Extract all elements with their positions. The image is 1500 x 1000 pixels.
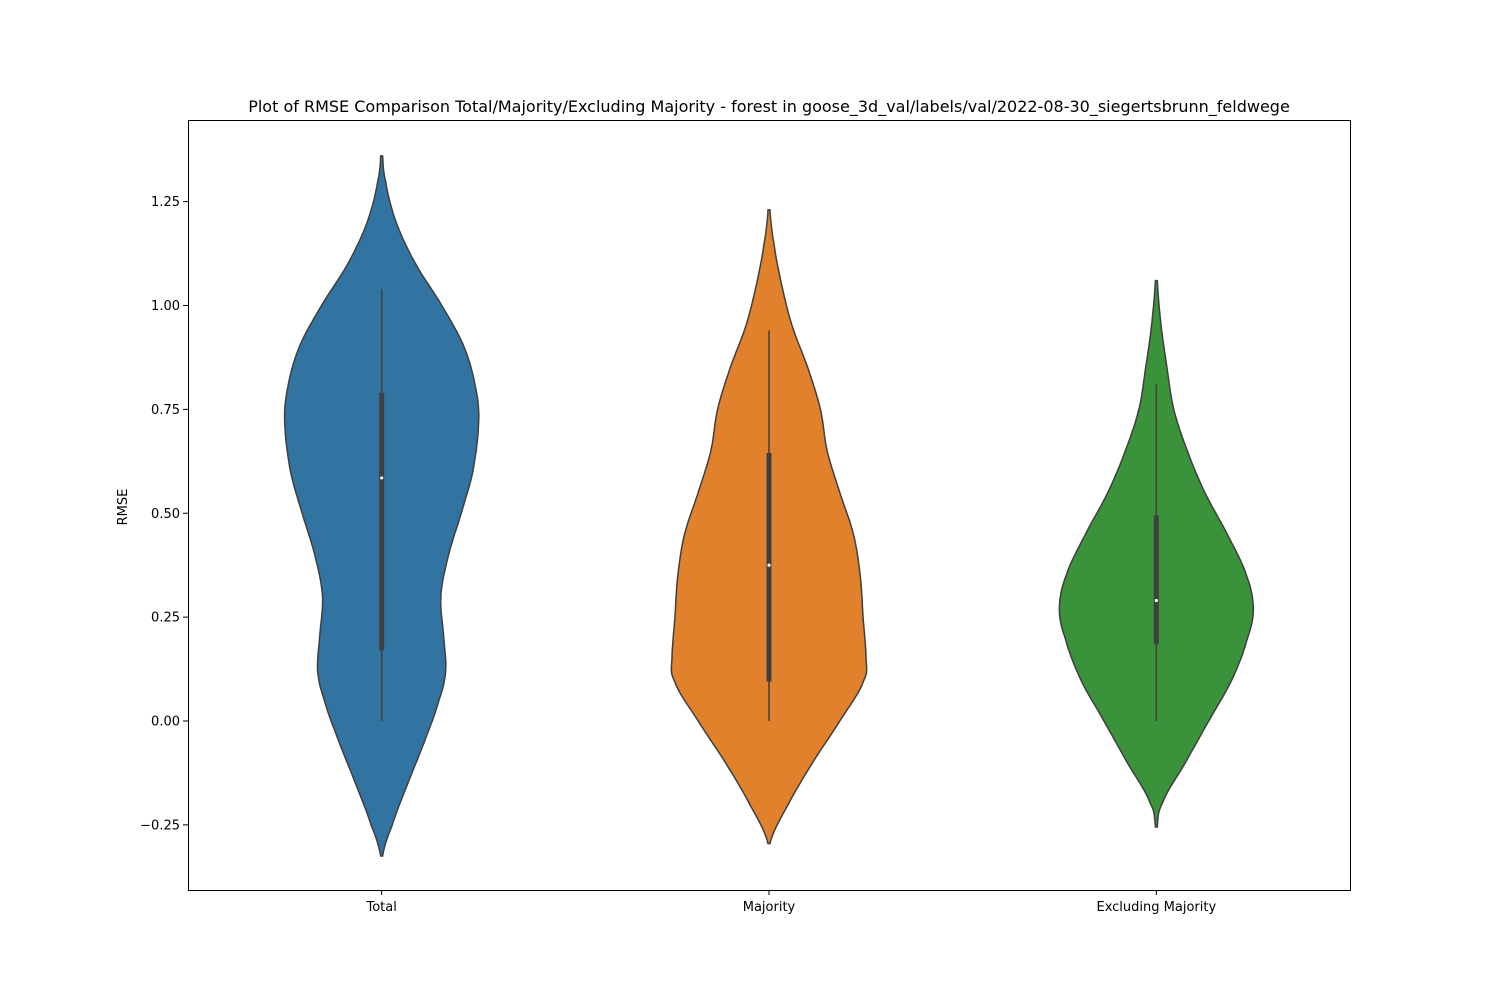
violin-iqr-box (1153, 515, 1159, 645)
violin-median-dot (1154, 598, 1158, 603)
y-tick-label: 1.25 (151, 195, 180, 210)
y-axis: −0.25 0.00 0.25 0.50 0.75 1.00 1.25 (140, 195, 188, 833)
y-axis-label: RMSE (116, 489, 131, 526)
x-tick-label: Total (365, 900, 396, 915)
x-axis: Total Majority Excluding Majority (365, 890, 1216, 915)
y-tick-label: 1.00 (151, 299, 180, 314)
violin-median-dot (380, 476, 384, 480)
plot-frame (188, 120, 1351, 891)
violin-iqr-box (379, 392, 385, 651)
x-tick-label: Excluding Majority (1096, 900, 1216, 915)
y-tick-label: 0.75 (151, 403, 180, 418)
y-tick-label: 0.50 (151, 507, 180, 522)
x-tick-label: Majority (743, 900, 796, 915)
y-tick-label: 0.00 (151, 715, 180, 730)
violin-median-dot (767, 563, 771, 567)
chart-title: Plot of RMSE Comparison Total/Majority/E… (248, 97, 1290, 117)
y-tick-label: 0.25 (151, 611, 180, 626)
violins-group (283, 155, 1255, 857)
violin-iqr-box (766, 453, 772, 682)
y-tick-label: −0.25 (140, 818, 180, 833)
